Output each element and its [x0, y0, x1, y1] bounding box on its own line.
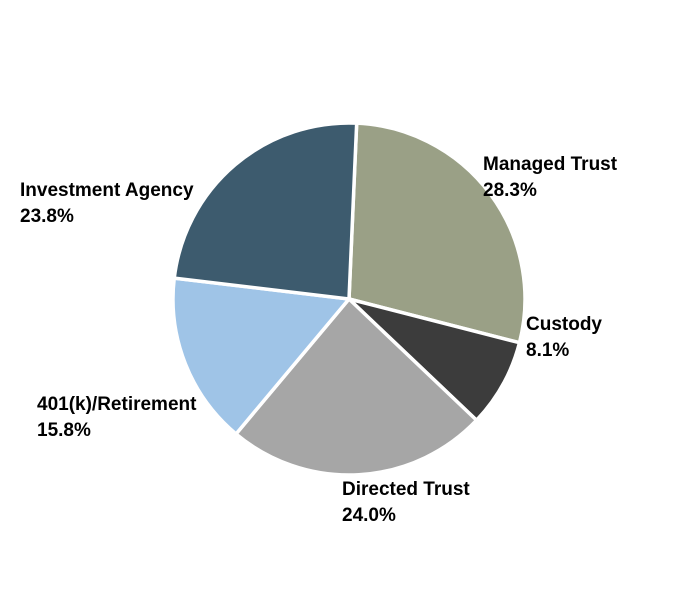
pie-slice-investment-agency [172, 121, 359, 301]
slice-value-401k-retirement: 15.8% [37, 420, 91, 441]
slice-value-custody: 8.1% [526, 340, 569, 361]
pie-slice-directed-trust [234, 297, 479, 477]
slice-label-managed-trust: Managed Trust [483, 154, 618, 175]
slice-label-401k-retirement: 401(k)/Retirement [37, 394, 197, 415]
pie-slice-managed-trust [347, 121, 527, 345]
slice-value-managed-trust: 28.3% [483, 180, 537, 201]
slice-label-investment-agency: Investment Agency [20, 180, 194, 201]
pie-slices [171, 121, 527, 477]
slice-label-directed-trust: Directed Trust [342, 479, 470, 500]
slice-value-investment-agency: 23.8% [20, 206, 74, 227]
slice-value-directed-trust: 24.0% [342, 505, 396, 526]
slice-label-custody: Custody [526, 314, 602, 335]
slice-labels: Managed Trust 28.3% Custody 8.1% Directe… [20, 154, 618, 526]
pie-slice-401-k-retirement [171, 276, 351, 436]
